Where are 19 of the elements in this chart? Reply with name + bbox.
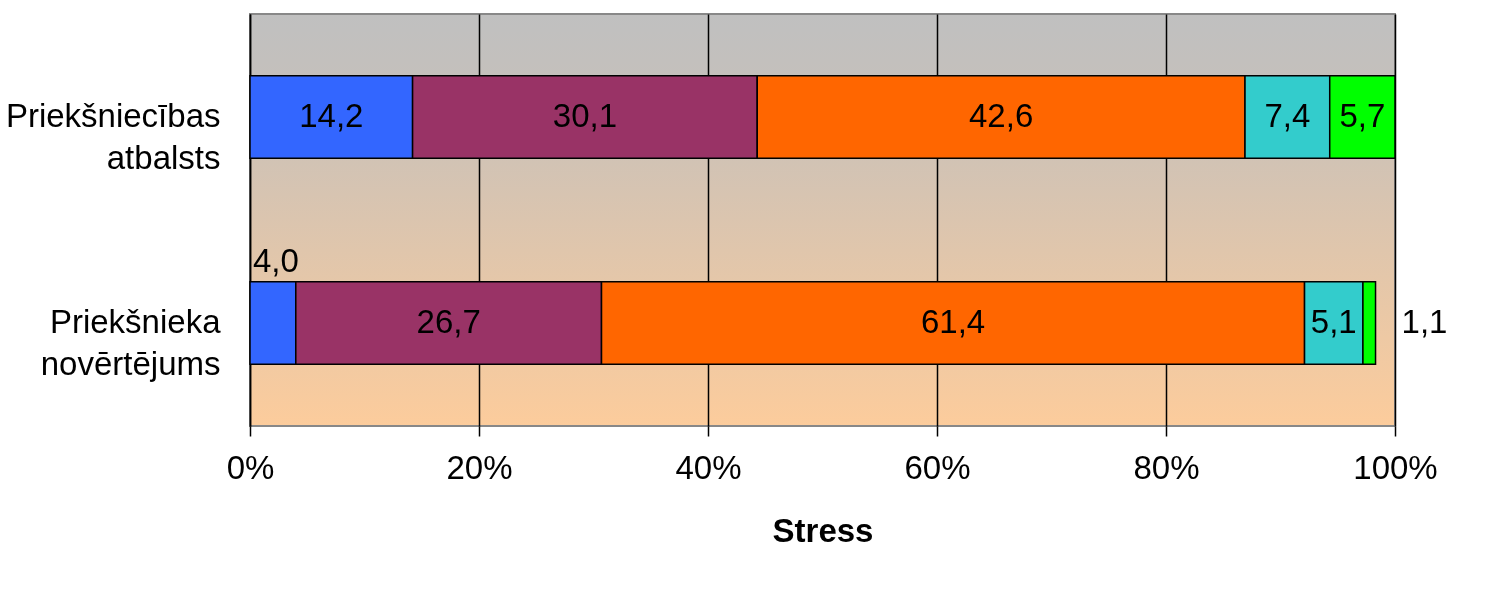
data-label: 14,2 xyxy=(299,97,364,134)
x-tick-label: 80% xyxy=(1133,448,1200,486)
x-axis-title: Stress xyxy=(772,511,874,549)
x-tick-label: 20% xyxy=(446,448,513,486)
data-label: 1,1 xyxy=(1401,303,1448,340)
data-label: 61,4 xyxy=(920,303,986,340)
y-tick-label: Priekšnieka novērtējums xyxy=(40,303,222,382)
data-label: 26,7 xyxy=(416,303,481,340)
data-label: 4,0 xyxy=(253,242,299,279)
x-tick-label: 60% xyxy=(904,448,971,486)
x-tick-label: 100% xyxy=(1353,448,1438,486)
data-label: 7,4 xyxy=(1264,97,1311,134)
x-tick-label: 40% xyxy=(675,448,742,486)
data-label: 5,7 xyxy=(1339,97,1386,134)
data-label: 42,6 xyxy=(969,97,1034,134)
data-label: 30,1 xyxy=(552,97,618,134)
y-tick-label: Priekšniecības atbalsts xyxy=(5,97,221,176)
x-tick-label: 0% xyxy=(226,448,275,486)
data-label: 5,1 xyxy=(1310,303,1357,340)
